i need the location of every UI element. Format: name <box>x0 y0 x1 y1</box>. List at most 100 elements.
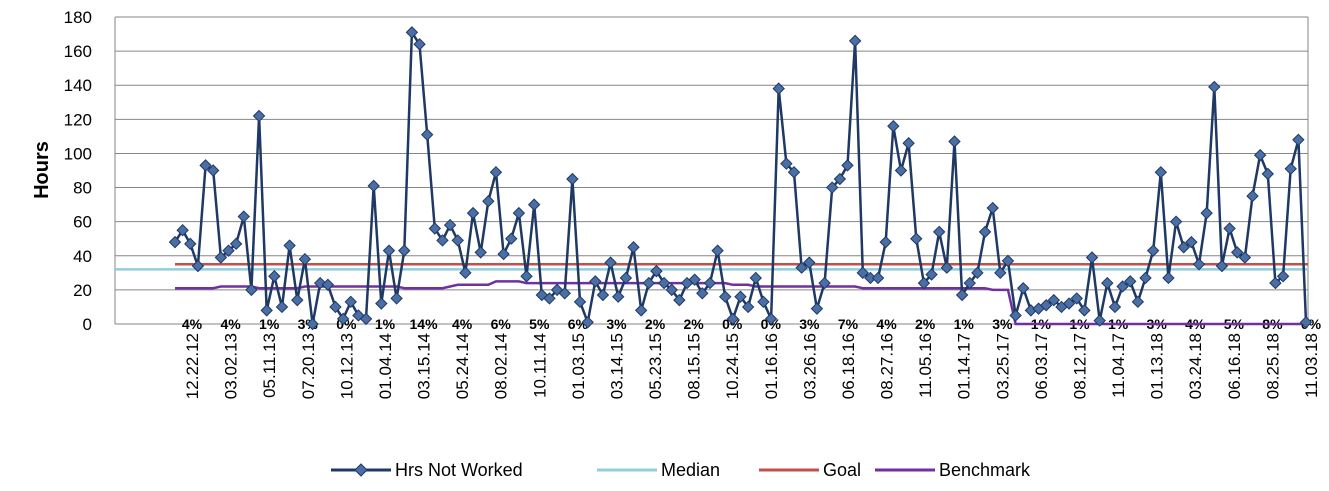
data-point-marker <box>818 276 831 290</box>
percent-label: 6% <box>491 316 512 332</box>
data-point-marker <box>573 295 587 309</box>
data-point-marker <box>1146 244 1160 257</box>
x-tick-label: 12.22.12 <box>183 333 202 399</box>
data-point-marker <box>749 271 762 285</box>
x-tick-label: 05.24.14 <box>453 333 472 399</box>
legend-label: Benchmark <box>939 460 1031 480</box>
x-tick-label: 06.03.17 <box>1032 333 1051 399</box>
x-tick-label: 10.24.15 <box>723 333 742 399</box>
data-point-marker <box>428 222 442 235</box>
data-point-marker <box>1177 241 1190 254</box>
data-point-marker <box>1131 295 1145 309</box>
x-tick-label: 03.14.15 <box>607 333 626 399</box>
data-point-marker <box>825 181 839 194</box>
percent-label: 1% <box>954 316 975 332</box>
x-tick-label: 03.15.14 <box>415 333 434 399</box>
data-point-marker <box>1231 246 1244 259</box>
data-point-marker <box>971 266 984 280</box>
data-point-marker <box>711 244 724 257</box>
data-point-marker <box>589 275 602 288</box>
data-point-marker <box>887 119 900 133</box>
percent-label: 2% <box>915 316 936 332</box>
data-point-marker <box>184 237 197 251</box>
data-point-marker <box>986 201 999 215</box>
x-tick-label: 11.03.18 <box>1302 333 1321 398</box>
data-point-marker <box>757 295 770 309</box>
x-tick-label: 03.02.13 <box>222 333 241 399</box>
gridlines <box>115 16 1308 291</box>
data-point-marker <box>910 232 923 245</box>
data-point-marker <box>245 283 258 297</box>
data-point-marker <box>482 194 495 208</box>
data-point-marker <box>329 300 342 314</box>
data-point-marker <box>604 256 617 269</box>
percent-label: 2% <box>645 316 666 332</box>
data-point-marker <box>291 293 304 307</box>
x-tick-label: 05.23.15 <box>646 333 665 399</box>
data-point-marker <box>222 244 235 257</box>
x-tick-label: 01.13.18 <box>1148 333 1167 399</box>
x-tick-label: 11.04.17 <box>1109 333 1128 398</box>
x-tick-label: 03.26.16 <box>800 333 819 399</box>
data-point-marker <box>512 206 526 220</box>
data-point-marker <box>283 239 296 252</box>
legend-marker <box>354 463 368 477</box>
data-point-marker <box>627 241 640 254</box>
data-point-marker <box>856 266 869 280</box>
data-point-marker <box>336 312 350 326</box>
x-tick-label: 05.11.13 <box>260 333 279 398</box>
x-tick-label: 01.04.14 <box>376 333 395 399</box>
hrs-not-worked-line <box>173 31 1308 326</box>
percent-label: 14% <box>410 316 439 332</box>
x-tick-label: 06.16.18 <box>1225 333 1244 399</box>
percent-label: 3% <box>992 316 1013 332</box>
data-point-marker <box>489 165 503 179</box>
data-point-marker <box>780 157 793 170</box>
data-point-marker <box>1062 297 1076 310</box>
data-point-marker <box>879 235 892 249</box>
data-point-marker <box>451 234 464 247</box>
data-point-marker <box>367 179 380 193</box>
data-point-marker <box>1215 259 1229 273</box>
data-point-marker <box>787 165 801 179</box>
data-point-marker <box>688 273 701 286</box>
data-point-marker <box>558 287 571 300</box>
legend-item: Goal <box>759 460 861 480</box>
data-point-marker <box>1299 316 1313 329</box>
x-tick-label: 08.27.16 <box>878 333 897 399</box>
data-point-marker <box>443 218 457 232</box>
y-tick-label: 140 <box>64 76 92 95</box>
data-point-marker <box>612 290 625 303</box>
data-point-marker <box>1238 251 1252 264</box>
data-point-marker <box>1223 222 1236 235</box>
data-point-marker <box>497 247 510 261</box>
data-point-marker <box>1261 167 1274 181</box>
data-point-marker <box>359 312 373 326</box>
data-point-marker <box>1154 165 1168 179</box>
data-point-marker <box>1139 271 1152 285</box>
y-tick-label: 120 <box>64 110 92 129</box>
x-tick-label: 03.24.18 <box>1186 333 1205 399</box>
data-point-marker <box>741 300 755 314</box>
data-point-marker <box>413 38 426 51</box>
percent-label: 2% <box>684 316 705 332</box>
percent-label: 1% <box>259 316 280 332</box>
x-tick-label: 08.25.18 <box>1263 333 1282 399</box>
y-tick-label: 60 <box>73 213 92 232</box>
data-point-marker <box>1185 235 1198 249</box>
percent-label: 4% <box>452 316 473 332</box>
data-point-marker <box>1169 215 1183 228</box>
data-point-marker <box>1192 258 1206 271</box>
data-point-marker <box>1246 189 1259 203</box>
data-point-marker <box>696 287 709 300</box>
data-point-marker <box>619 271 633 285</box>
percent-label: 4% <box>876 316 897 332</box>
data-point-marker <box>634 304 648 317</box>
data-point-marker <box>948 135 961 148</box>
data-point-marker <box>734 290 747 303</box>
data-point-marker <box>657 276 671 290</box>
legend-label: Hrs Not Worked <box>395 460 523 480</box>
x-tick-label: 07.20.13 <box>299 333 318 399</box>
data-point-marker <box>566 172 579 186</box>
